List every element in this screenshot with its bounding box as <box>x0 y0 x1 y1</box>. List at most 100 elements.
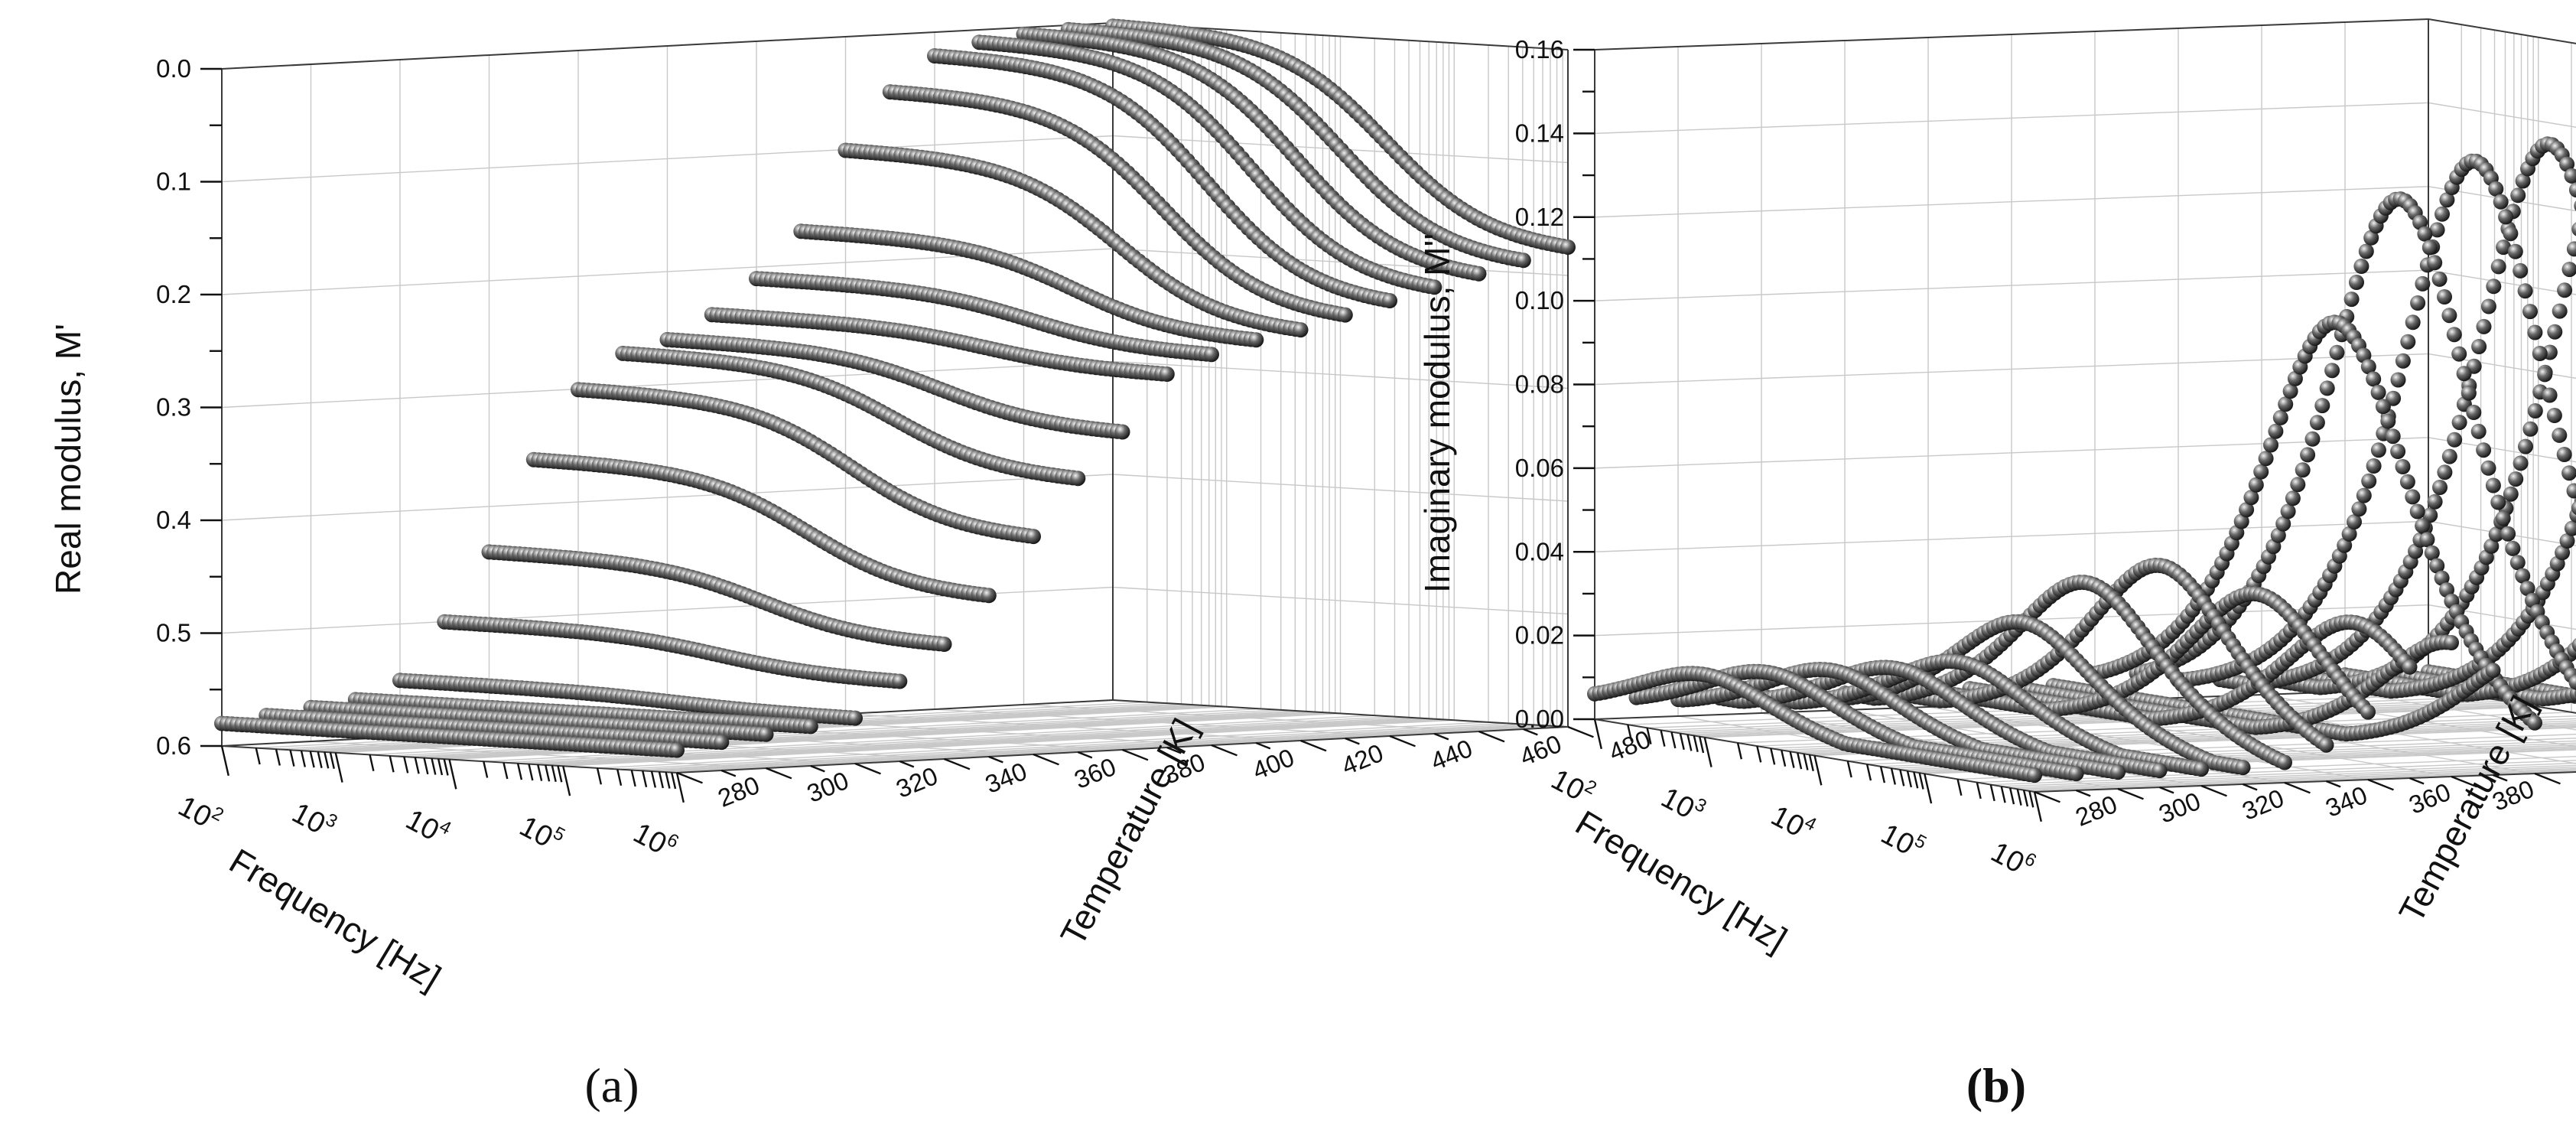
data-point <box>2515 173 2531 189</box>
data-point <box>2417 226 2433 242</box>
x-tick-label: 106 <box>1986 833 2040 884</box>
x-tick <box>220 745 229 777</box>
x-minor-tick <box>642 770 648 787</box>
x-minor-tick <box>300 750 306 767</box>
x-minor-tick <box>658 771 664 789</box>
y-tick-label: 420 <box>1338 738 1387 780</box>
grid-line <box>2428 353 2576 379</box>
data-point <box>2285 490 2301 506</box>
data-point <box>2415 275 2431 292</box>
data-point <box>2287 370 2303 386</box>
data-point <box>2527 715 2542 731</box>
x-minor-tick <box>503 762 509 780</box>
y-tick-label: 300 <box>2155 787 2204 829</box>
data-point <box>2493 194 2509 210</box>
z-tick-label: 0.06 <box>1515 454 1564 482</box>
y-tick-label: 320 <box>892 761 942 803</box>
x-axis-title-b: Frequency [Hz] <box>1569 803 1794 959</box>
y-tick <box>1300 739 1327 752</box>
data-point <box>2410 295 2426 311</box>
series-480K <box>1105 18 1576 255</box>
y-tick <box>766 767 792 780</box>
data-point <box>2441 308 2457 324</box>
x-minor-tick <box>1789 751 1795 768</box>
data-point <box>2429 558 2445 574</box>
y-tick <box>2284 781 2311 794</box>
data-point <box>2490 259 2506 275</box>
z-tick-label: 0.10 <box>1515 286 1564 314</box>
axis-line <box>221 22 1114 70</box>
data-point <box>2399 474 2415 490</box>
x-minor-tick <box>551 765 557 783</box>
data-point <box>2409 503 2425 520</box>
z-tick-label: 0.08 <box>1515 370 1564 399</box>
data-point <box>2518 438 2533 454</box>
data-point <box>2110 764 2126 780</box>
grid-line <box>2178 697 2576 764</box>
data-point <box>1471 265 1487 282</box>
x-minor-tick <box>275 748 281 766</box>
y-minor-tick <box>810 764 825 773</box>
data-point <box>1026 529 1041 545</box>
data-point <box>981 588 997 604</box>
data-point <box>2415 518 2431 534</box>
x-minor-tick <box>1803 753 1809 770</box>
data-point <box>2447 432 2463 448</box>
data-point <box>2542 387 2558 403</box>
y-minor-tick <box>2076 789 2091 797</box>
data-point <box>2380 413 2396 429</box>
data-point <box>2566 241 2576 257</box>
y-tick <box>854 762 881 775</box>
data-point <box>2434 570 2450 586</box>
data-point <box>2480 298 2496 314</box>
x-minor-tick <box>1770 748 1776 765</box>
y-tick-label: 280 <box>714 770 763 813</box>
x-tick-label: 106 <box>628 814 682 865</box>
x-minor-tick <box>1736 742 1743 760</box>
x-minor-tick <box>1627 724 1633 741</box>
z-axis-title-b: Imaginary modulus, M'' <box>1417 233 1457 593</box>
data-point <box>2360 359 2376 375</box>
data-point <box>2324 363 2340 379</box>
data-point <box>2513 455 2529 471</box>
data-point <box>758 726 774 742</box>
y-minor-tick <box>2243 783 2258 791</box>
data-point <box>2451 346 2467 362</box>
series-450K <box>971 34 1442 295</box>
data-point <box>2488 181 2504 197</box>
x-minor-tick <box>2008 787 2015 805</box>
data-point <box>2507 243 2523 259</box>
data-point <box>2574 200 2576 211</box>
data-point <box>2527 403 2543 419</box>
data-point <box>2564 520 2576 536</box>
y-tick <box>1122 748 1149 761</box>
data-point <box>2347 514 2362 530</box>
series-280K <box>214 715 685 758</box>
y-tick-label: 440 <box>1426 734 1476 776</box>
panel-label-a: (a) <box>584 1058 639 1112</box>
series-b <box>1587 136 2576 783</box>
x-minor-tick <box>1879 766 1886 783</box>
x-minor-tick <box>1670 731 1677 749</box>
data-point <box>2566 483 2576 499</box>
data-point <box>2309 415 2325 431</box>
data-point <box>2370 442 2386 458</box>
x-minor-tick <box>1890 767 1896 785</box>
x-tick <box>1703 737 1712 767</box>
x-minor-tick <box>1693 735 1699 753</box>
data-point <box>892 673 908 689</box>
data-point <box>2395 353 2411 369</box>
data-point <box>714 735 730 751</box>
data-point <box>2571 222 2576 236</box>
data-point <box>2431 271 2448 287</box>
y-tick-label: 340 <box>2321 780 2371 822</box>
data-point <box>2277 754 2292 770</box>
series-410K <box>793 223 1264 348</box>
data-point <box>2282 383 2298 399</box>
data-point <box>2488 526 2504 542</box>
data-point <box>2571 638 2576 652</box>
data-point <box>2300 447 2316 463</box>
data-point <box>2466 405 2482 420</box>
x-axis-title-a: Frequency [Hz] <box>223 841 447 998</box>
x-tick-label: 104 <box>401 801 455 852</box>
